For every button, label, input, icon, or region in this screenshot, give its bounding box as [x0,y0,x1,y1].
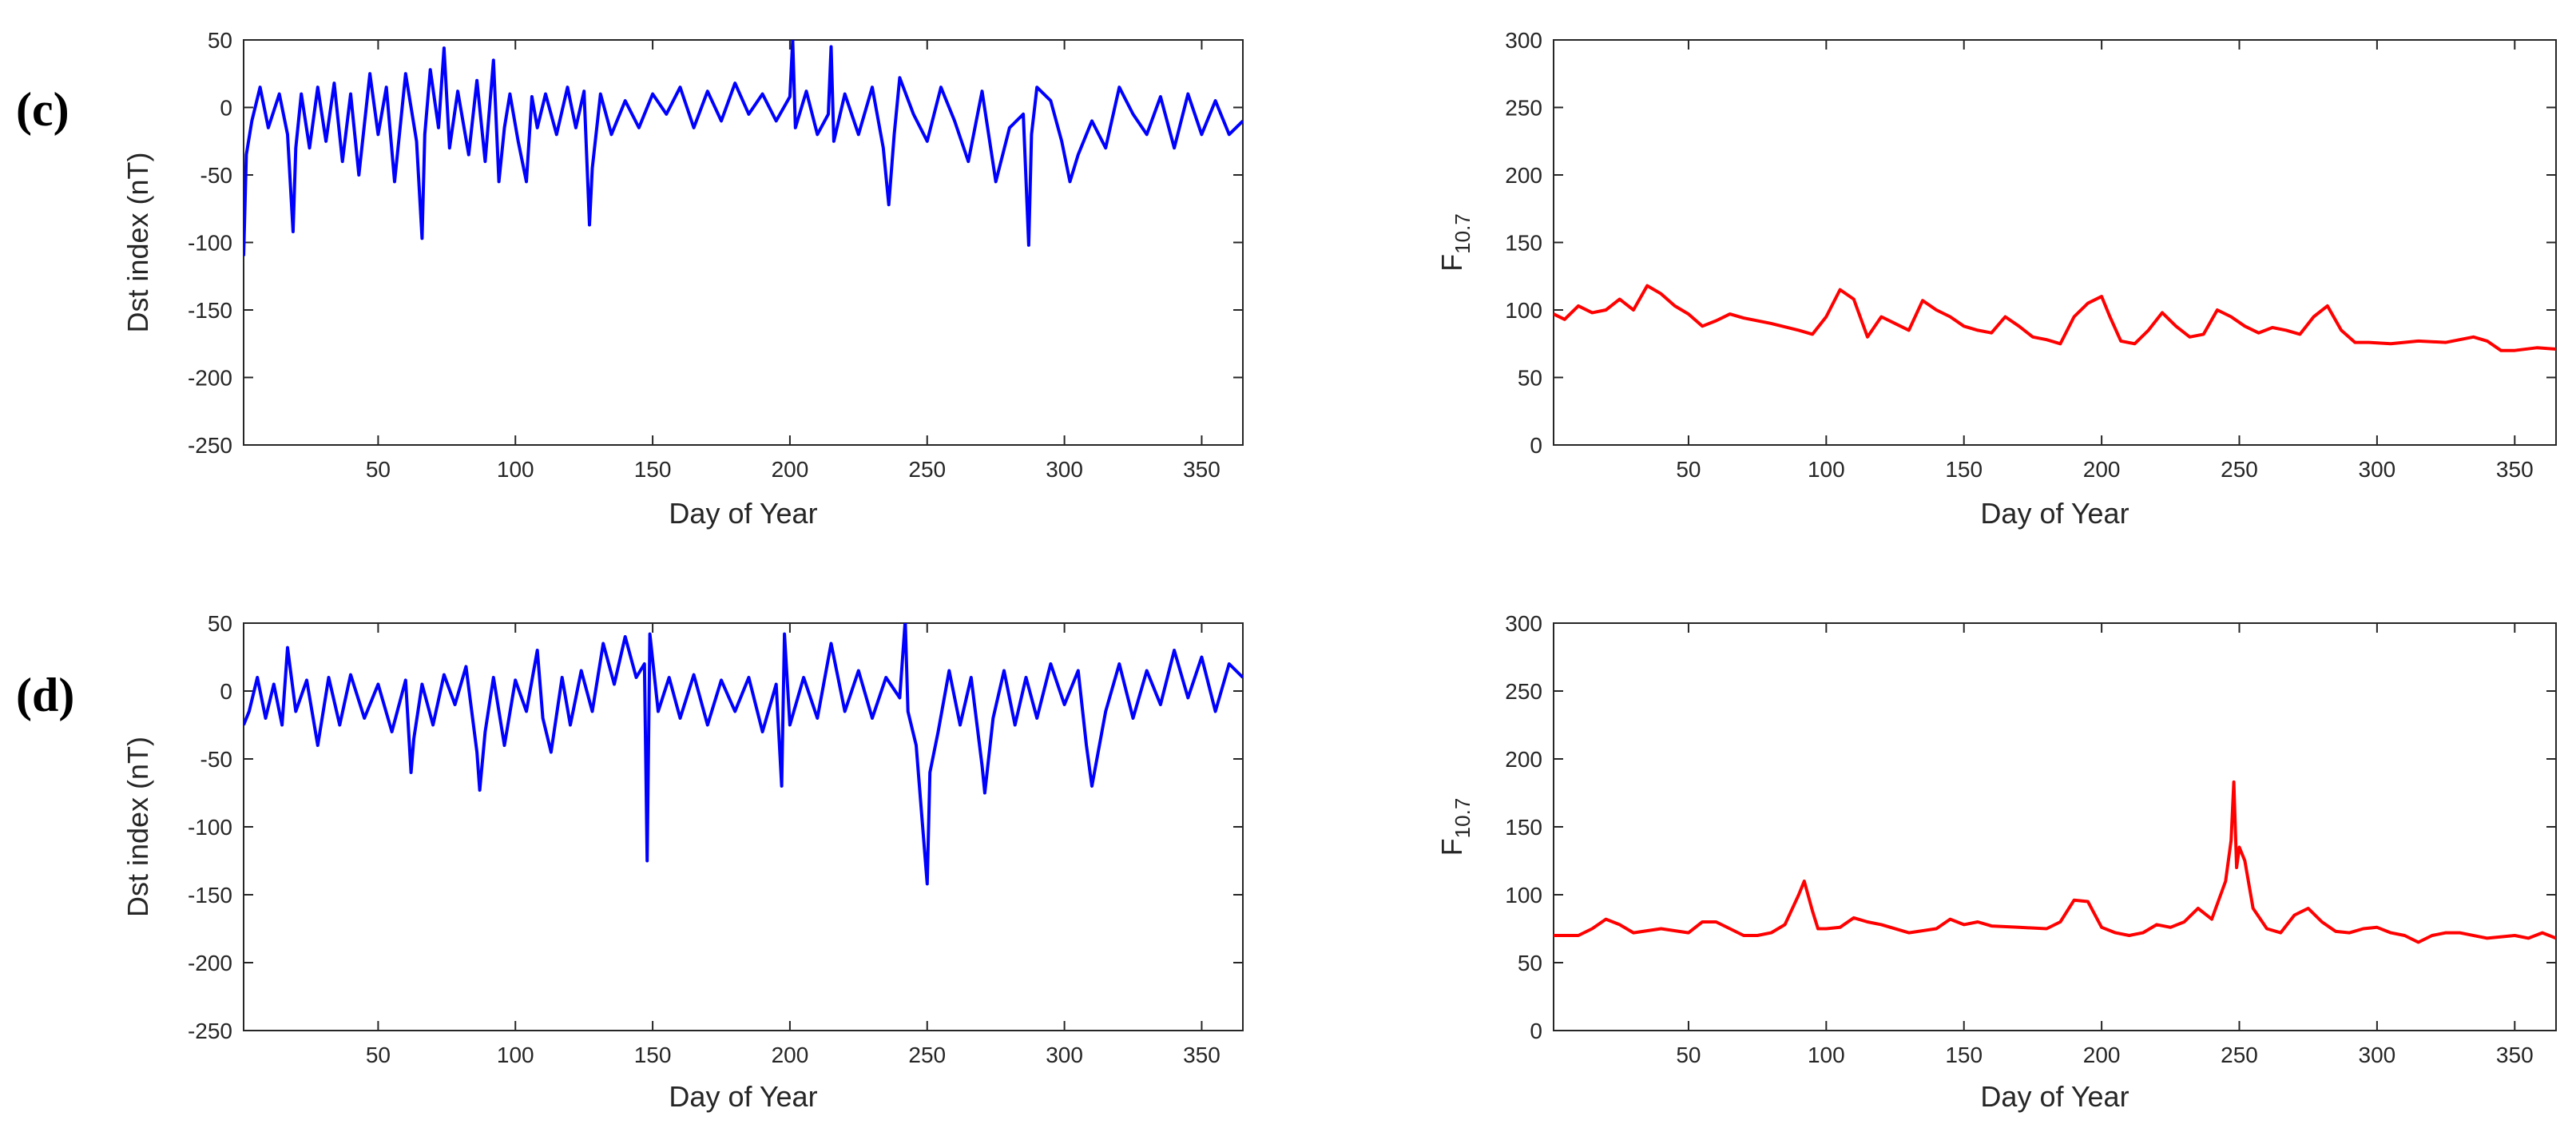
y-tick-label: 250 [1505,679,1542,704]
x-tick-label: 350 [2496,1043,2534,1067]
x-tick-label: 100 [1808,1043,1845,1067]
x-tick-label: 300 [2359,457,2396,482]
y-tick-label: 0 [1530,433,1542,458]
y-tick-label: -100 [188,815,232,840]
y-tick-label: -200 [188,366,232,391]
y-tick-label: -100 [188,231,232,256]
x-tick-label: 150 [634,1043,672,1067]
y-tick-label: 0 [220,679,232,704]
chart-d-f107: 50 100 150 200 250 300 350 0 50 100 150 200 250 300 Da… [1435,611,2557,1113]
y-tick-label: -150 [188,883,232,908]
y-tick-label: 300 [1505,611,1542,636]
y-axis-label: F10.7 [1435,798,1475,856]
chart-c-f107: 50 100 150 200 250 300 350 0 50 100 150 200 250 300 Da… [1435,28,2557,530]
x-tick-label: 50 [366,457,391,482]
y-tick-label: 50 [1518,366,1542,391]
y-axis-label: Dst index (nT) [121,737,154,917]
x-tick-label: 150 [1945,457,1983,482]
x-tick-label: 100 [497,1043,534,1067]
x-tick-label: 250 [2221,457,2258,482]
y-axis-label: F10.7 [1435,213,1475,272]
y-tick-label: -200 [188,951,232,975]
y-tick-label: -150 [188,298,232,323]
y-tick-label: 100 [1505,298,1542,323]
x-tick-label: 200 [772,457,809,482]
x-tick-label: 50 [366,1043,391,1067]
x-tick-label: 350 [1183,457,1221,482]
x-axis-label: Day of Year [1980,497,2129,530]
x-axis-label: Day of Year [669,1080,817,1113]
y-tick-label: -250 [188,433,232,458]
x-tick-label: 250 [2221,1043,2258,1067]
x-tick-label: 100 [1808,457,1845,482]
chart-d-dst: 50 100 150 200 250 300 350 -250 -200 -150 -100 -50 0… [121,611,1244,1113]
x-tick-label: 200 [772,1043,809,1067]
series-line-f10-7 [1554,284,2556,352]
y-tick-label: -50 [200,163,232,188]
axes-box [1553,39,2557,446]
y-tick-label: 200 [1505,747,1542,772]
y-tick-label: -250 [188,1019,232,1043]
x-axis-label: Day of Year [1980,1080,2129,1113]
x-tick-label: 250 [908,1043,946,1067]
y-tick-label: 50 [208,611,232,636]
x-tick-label: 150 [634,457,672,482]
y-tick-label: 150 [1505,231,1542,256]
series-line-dst [244,40,1243,256]
x-tick-label: 350 [1183,1043,1221,1067]
y-tick-label: 0 [220,96,232,121]
panel-label-c: (c) [16,83,69,136]
y-tick-label: 300 [1505,28,1542,53]
x-axis-label: Day of Year [669,497,817,530]
panel-label-d: (d) [16,669,74,721]
y-axis-label: Dst index (nT) [121,152,154,332]
y-tick-label: 50 [1518,951,1542,975]
x-tick-label: 350 [2496,457,2534,482]
x-tick-label: 50 [1676,1043,1701,1067]
series-line-f10-7 [1554,780,2556,944]
chart-c-dst: 50 100 150 200 250 300 350 -250 -200 -150 -100 -50 0… [121,28,1244,530]
y-tick-label: 100 [1505,883,1542,908]
x-tick-label: 300 [1046,1043,1083,1067]
axes-box [243,622,1244,1031]
x-tick-label: 150 [1945,1043,1983,1067]
x-tick-label: 300 [1046,457,1083,482]
y-tick-label: -50 [200,747,232,772]
y-tick-label: 50 [208,28,232,53]
x-tick-label: 50 [1676,457,1701,482]
x-tick-label: 300 [2359,1043,2396,1067]
axes-box [1553,622,2557,1031]
series-line-dst [244,623,1243,886]
x-tick-label: 100 [497,457,534,482]
x-tick-label: 200 [2083,457,2121,482]
y-tick-label: 0 [1530,1019,1542,1043]
y-tick-label: 150 [1505,815,1542,840]
x-tick-label: 200 [2083,1043,2121,1067]
y-tick-label: 250 [1505,96,1542,121]
y-tick-label: 200 [1505,163,1542,188]
x-tick-label: 250 [908,457,946,482]
